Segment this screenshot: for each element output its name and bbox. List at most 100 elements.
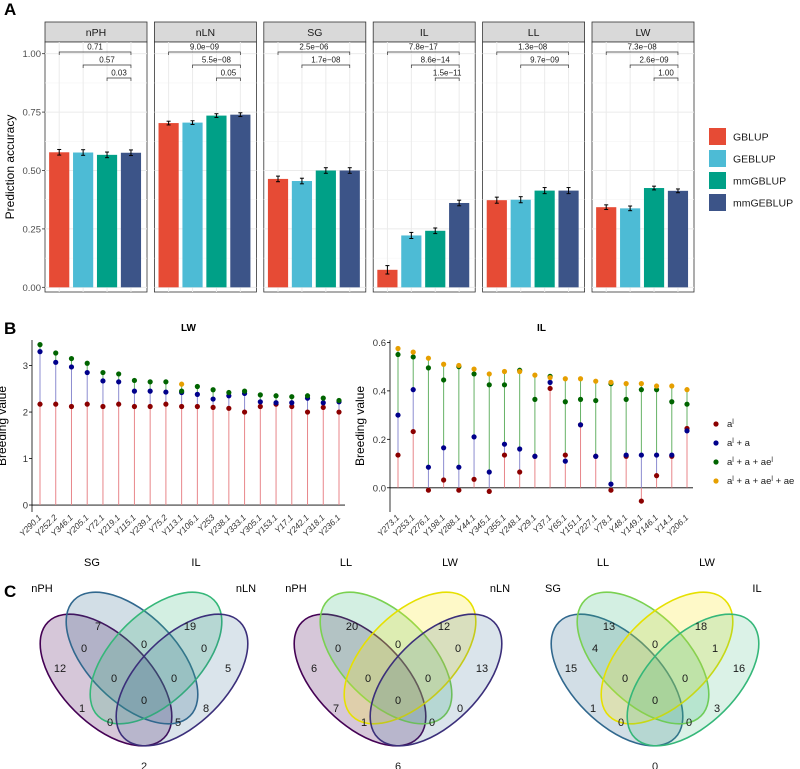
venn-diagram: nPH SG IL nLN 12 7 19 5 0 0 0 1 8 2 0 0 5 0 0 <box>31 557 256 769</box>
point-a2 <box>669 452 675 458</box>
point-a1 <box>486 488 492 495</box>
venn-region-count: 2 <box>141 761 147 769</box>
bar <box>291 181 313 288</box>
panel-label-b: B <box>4 319 16 338</box>
point-a2 <box>638 452 644 458</box>
point-a2 <box>547 379 553 385</box>
p-value-bracket <box>387 51 460 55</box>
venn-region-count: 12 <box>54 663 66 675</box>
legend-label: GBLUP <box>733 132 769 144</box>
point-a2 <box>577 422 584 428</box>
p-value-bracket <box>605 51 679 55</box>
point-a2 <box>395 412 401 418</box>
point-a2 <box>410 387 416 393</box>
point-a1 <box>289 403 295 410</box>
point-a3 <box>68 355 75 362</box>
point-a2 <box>131 388 138 394</box>
point-a1 <box>100 403 106 410</box>
point-a2 <box>84 369 90 376</box>
venn-set-label: nLN <box>490 583 510 595</box>
bar <box>158 123 179 288</box>
venn-region-count: 13 <box>476 663 488 675</box>
point-a3 <box>210 387 216 393</box>
p-value-bracket <box>520 64 569 68</box>
bar <box>49 152 70 288</box>
point-a4 <box>517 368 523 375</box>
point-a1 <box>441 477 447 483</box>
facet-label: IL <box>420 27 429 39</box>
point-a1 <box>84 401 90 407</box>
venn-region-count: 0 <box>455 643 461 655</box>
venn-set-label: LL <box>340 557 352 569</box>
point-a2 <box>147 388 153 394</box>
p-value-bracket <box>629 64 679 68</box>
point-a1 <box>194 403 200 410</box>
point-a2 <box>425 464 432 470</box>
venn-region-count: 12 <box>438 621 450 633</box>
point-a3 <box>257 392 263 398</box>
panel-label-a: A <box>4 0 16 19</box>
point-a1 <box>425 487 432 493</box>
p-value-bracket <box>168 51 241 55</box>
venn-region-count: 18 <box>695 621 707 633</box>
point-a1 <box>304 409 311 415</box>
venn-region-count: 0 <box>335 643 341 655</box>
point-a4 <box>623 381 629 387</box>
point-a4 <box>486 371 492 377</box>
point-a3 <box>194 383 200 390</box>
venn-region-count: 0 <box>365 673 371 685</box>
point-a2 <box>441 445 447 451</box>
venn-region-count: 6 <box>395 761 401 769</box>
legend-point <box>713 459 719 465</box>
point-a1 <box>547 385 553 392</box>
point-a4 <box>638 381 644 387</box>
point-a4 <box>501 368 508 375</box>
point-a3 <box>441 377 447 383</box>
venn-region-count: 0 <box>395 639 401 651</box>
venn-set-label: SG <box>545 583 561 595</box>
point-a4 <box>471 366 477 372</box>
legend-swatch <box>709 172 726 189</box>
point-a3 <box>562 399 568 405</box>
p-value-label: 1.3e−08 <box>518 43 548 52</box>
point-a3 <box>241 388 248 394</box>
point-a3 <box>147 379 153 385</box>
point-a1 <box>336 409 342 415</box>
venn-region-count: 6 <box>311 663 317 675</box>
point-a1 <box>456 487 462 493</box>
point-a4 <box>425 355 432 361</box>
bar <box>425 230 446 288</box>
venn-region-count: 5 <box>175 717 181 729</box>
point-a2 <box>320 400 326 406</box>
venn-set-label: nPH <box>31 583 52 595</box>
y-tick-label: 1 <box>23 454 28 465</box>
bar <box>377 269 398 288</box>
bar <box>230 114 251 288</box>
p-value-label: 1.5e−11 <box>433 69 462 78</box>
venn-region-count: 4 <box>592 643 598 655</box>
venn-region-count: 0 <box>618 717 624 729</box>
bar <box>667 190 689 288</box>
venn-region-count: 0 <box>429 717 435 729</box>
point-a2 <box>684 428 690 434</box>
point-a3 <box>131 377 138 384</box>
point-a1 <box>163 401 169 407</box>
point-a1 <box>395 452 401 458</box>
bar <box>120 152 142 288</box>
point-a3 <box>320 395 326 401</box>
bar <box>486 200 507 288</box>
point-a2 <box>532 453 538 459</box>
point-a3 <box>653 387 660 393</box>
p-value-label: 1.00 <box>658 69 674 78</box>
venn-region-count: 0 <box>682 673 688 685</box>
p-value-bracket <box>496 51 569 55</box>
point-a4 <box>593 378 599 384</box>
point-a3 <box>471 371 477 377</box>
point-a4 <box>577 376 584 382</box>
venn-set-label: LW <box>699 557 715 569</box>
point-a3 <box>179 388 185 394</box>
point-a1 <box>53 401 59 407</box>
venn-region-count: 0 <box>686 717 692 729</box>
p-value-label: 7.8e−17 <box>409 43 439 52</box>
point-a2 <box>257 399 263 405</box>
